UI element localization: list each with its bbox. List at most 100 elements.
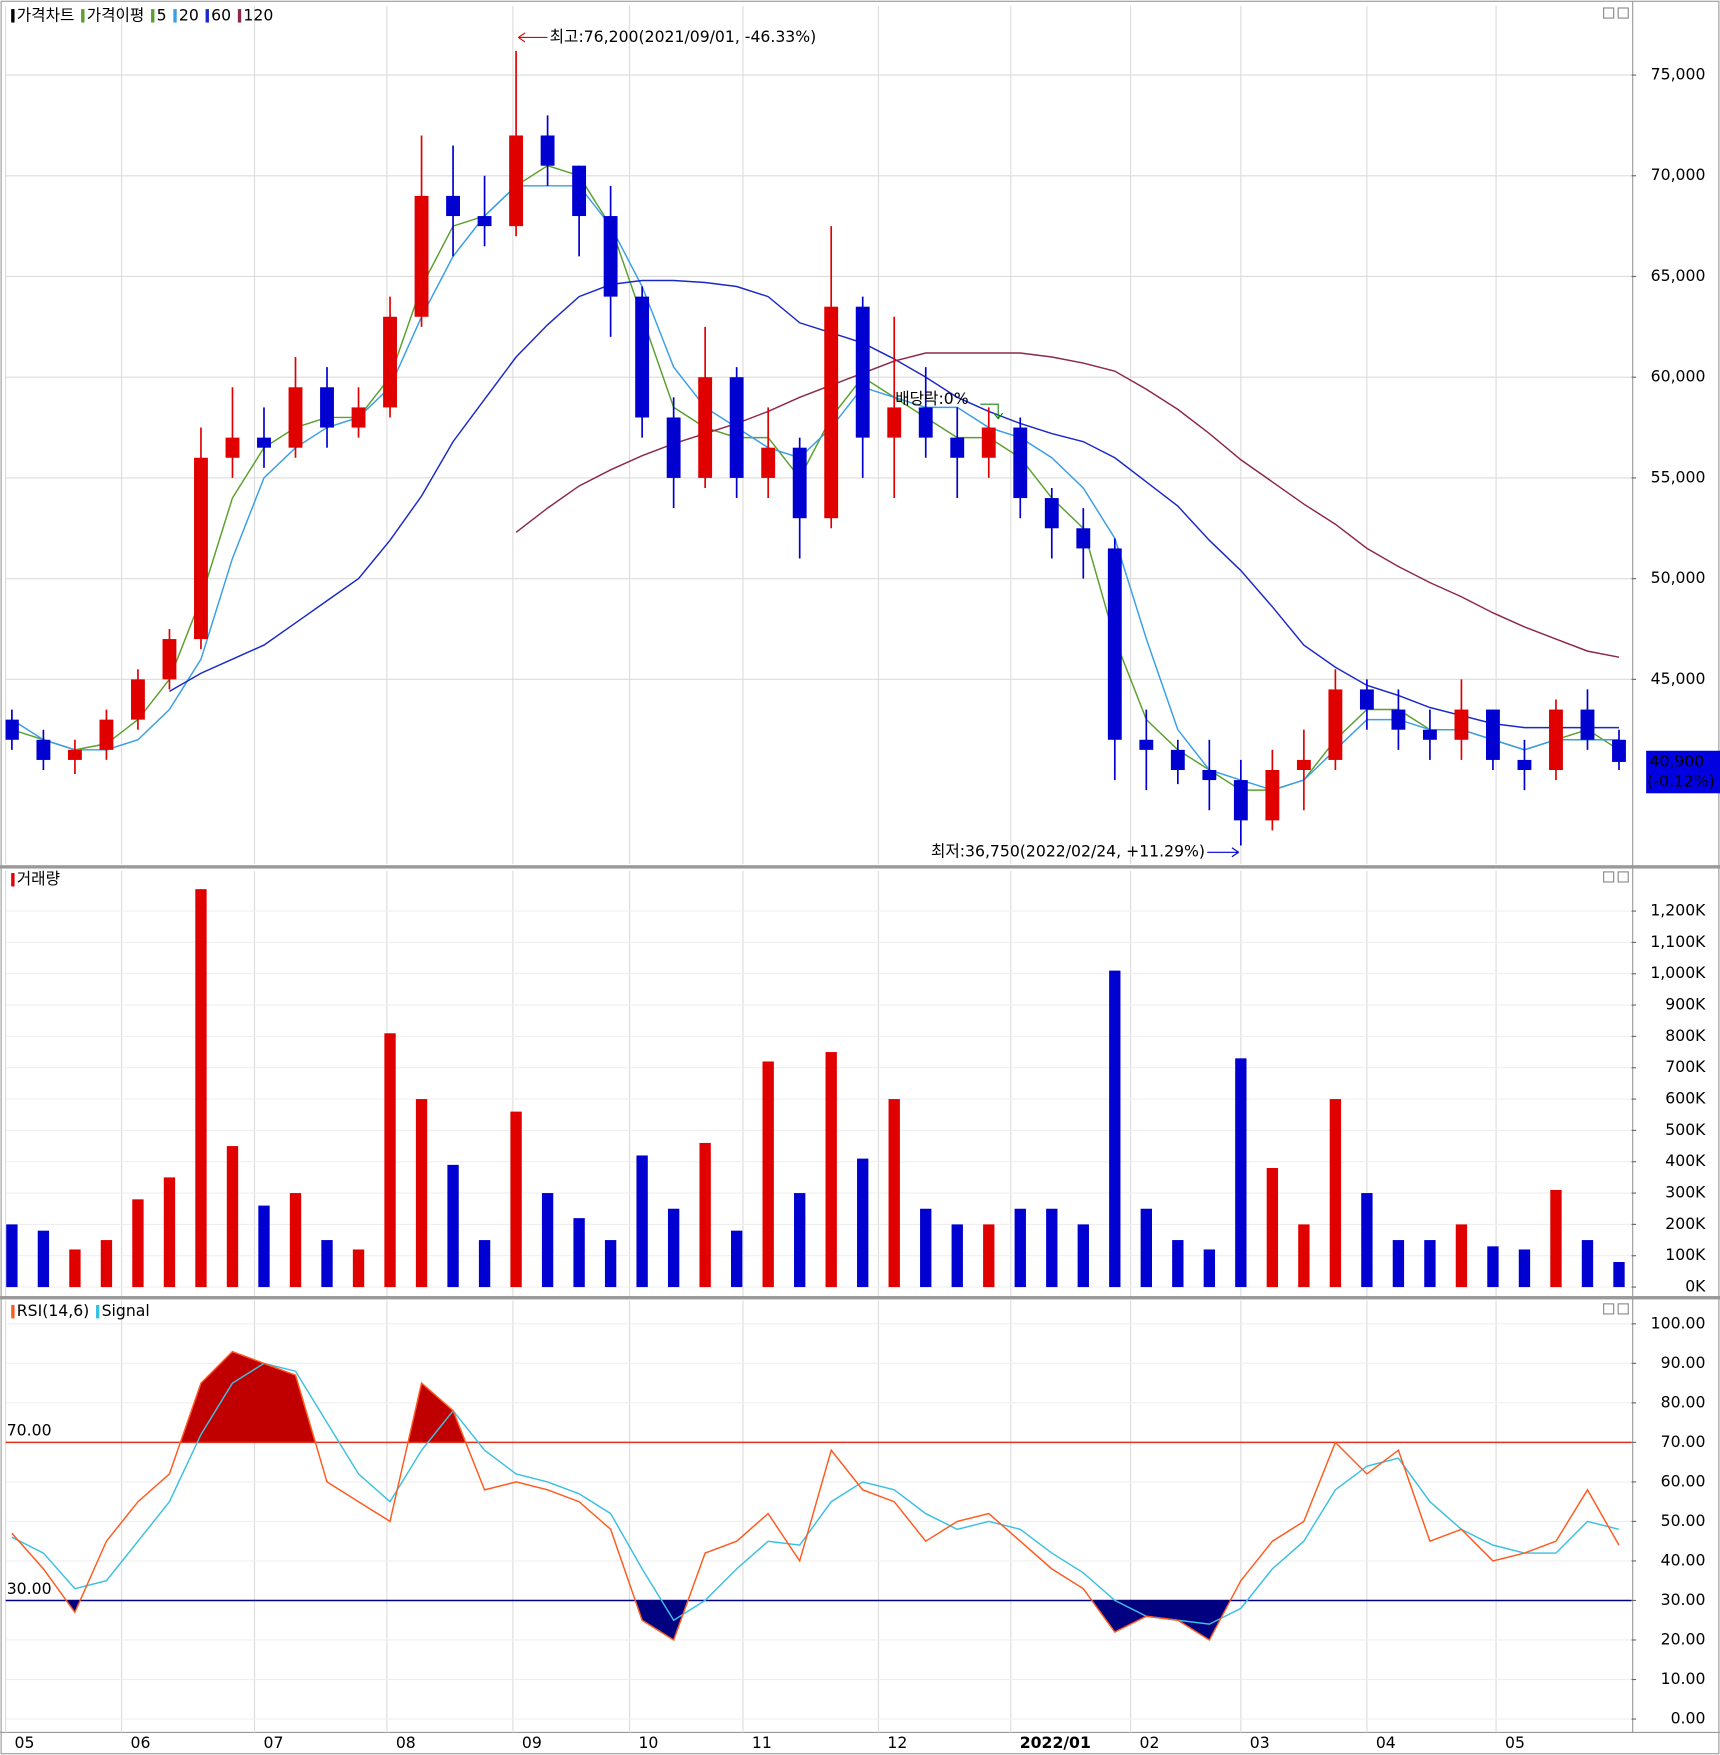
moving-average-line [11,164,1620,791]
y-tick-label: 50,000 [1651,568,1706,587]
volume-bar [384,1033,396,1288]
candle-body [1202,770,1217,781]
volume-plot [6,889,1625,1288]
marks [5,50,1632,1642]
y-tick-label: 50.00 [1661,1511,1706,1530]
candle-body [824,306,839,519]
candle-body [5,719,19,740]
x-tick-label: 04 [1376,1733,1396,1752]
x-tick-label: 03 [1250,1733,1270,1752]
y-tick-label: 100.00 [1651,1313,1706,1332]
volume-bar [478,1240,491,1288]
x-tick-label: 02 [1140,1733,1160,1752]
rsi-zone-fill [11,1600,1619,1641]
minimize-button[interactable] [1603,7,1615,19]
x-tick-label: 05 [15,1733,35,1752]
candle-body [540,135,555,166]
volume-bar [1014,1208,1026,1288]
candle-body [67,749,82,760]
close-button[interactable] [1617,871,1629,883]
labels: 05 06 07 08 09 10 11 12 2022/01 02 03 04 05 45,000 50,… [7,5,1720,1752]
level-label: 30.00 [7,1579,52,1598]
volume-bar [415,1099,428,1288]
candle-body [572,165,587,217]
volume-bar [1203,1249,1216,1288]
y-tick-label: 55,000 [1651,467,1706,486]
volume-bar [1613,1262,1625,1288]
volume-bar [1487,1246,1499,1288]
legend-label: 거래량 [17,869,60,888]
y-tick-label: 1,200K [1650,901,1706,920]
volume-bar [762,1061,774,1288]
current-price-box [1646,750,1720,794]
candle-body [1549,709,1563,771]
rsi-line [11,1362,1620,1625]
x-tick-label: 11 [752,1733,772,1752]
candle-body [162,639,177,680]
candle-body [509,135,524,227]
y-tick-label: 60,000 [1651,367,1706,386]
legend-label: 120 [243,5,273,24]
legend-marker [151,9,155,23]
candle-body [855,306,870,438]
legend-label: 5 [157,5,167,24]
y-tick-label: 800K [1665,1026,1706,1045]
volume-bar [1581,1240,1594,1288]
candle-body [761,447,776,478]
volume-bar [920,1208,932,1288]
volume-bar [69,1249,81,1288]
y-tick-label: 40.00 [1661,1550,1706,1569]
volume-bar [510,1111,522,1288]
legend-label: 가격차트 [17,5,75,24]
close-button[interactable] [1617,7,1629,19]
volume-bar [352,1249,365,1288]
volume-bar [1140,1208,1152,1288]
candle-body [99,719,114,750]
candle-body [1296,759,1311,771]
candle-body [1580,709,1595,740]
candle-body [1391,709,1406,730]
candle-body [257,437,271,448]
x-tick-label: 10 [638,1733,658,1752]
candle-body [1612,739,1626,762]
legend-label: RSI(14,6) [17,1301,90,1320]
candle-body [1359,689,1374,710]
volume-bar [857,1158,869,1288]
close-button[interactable] [1617,1303,1629,1315]
annotation-ex-dividend: 배당락:0% [895,389,968,408]
legend-marker [11,1304,15,1319]
minimize-button[interactable] [1603,871,1615,883]
volume-bar [888,1099,900,1288]
volume-bar [794,1193,806,1288]
candle-body [1044,498,1059,529]
volume-bar [6,1224,18,1288]
minimize-button[interactable] [1603,1303,1615,1315]
y-tick-label: 65,000 [1651,266,1706,285]
volume-bar [951,1224,963,1288]
candle-body [446,195,460,217]
candle-body [603,216,618,297]
legend-marker [11,873,15,887]
volume-bar [1046,1208,1058,1288]
candle-body [36,739,51,760]
legend-marker [237,9,242,23]
legend-label: Signal [102,1301,150,1320]
volume-bar [1329,1099,1342,1288]
grid [5,5,1637,1733]
y-tick-label: 0.00 [1671,1709,1706,1728]
y-tick-label: 500K [1665,1120,1706,1139]
candle-body [1422,729,1437,740]
volume-bar [195,889,207,1288]
candle-body [666,417,681,478]
annotation-arrowhead [1231,847,1239,858]
volume-bar [1518,1249,1531,1288]
volume-bar [258,1205,270,1288]
candle-body [1170,749,1185,771]
y-tick-label: 600K [1665,1089,1706,1108]
candle-body [131,679,145,720]
y-tick-label: 1,100K [1650,932,1706,951]
volume-bar [163,1177,176,1288]
